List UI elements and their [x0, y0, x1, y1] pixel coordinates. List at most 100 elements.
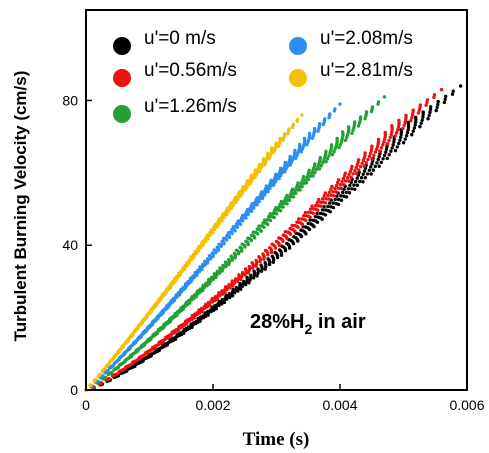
data-point [385, 144, 389, 149]
data-point [375, 144, 380, 148]
data-point [299, 234, 304, 239]
data-point [239, 287, 243, 291]
data-point [451, 89, 455, 93]
data-point [357, 168, 361, 172]
data-point [225, 287, 229, 292]
data-point [131, 332, 135, 337]
data-point [277, 176, 281, 180]
data-point [290, 223, 294, 228]
data-point [313, 171, 317, 175]
data-point [345, 176, 350, 180]
legend-marker [113, 37, 131, 55]
data-point [434, 108, 438, 113]
data-point [196, 249, 201, 253]
data-point [235, 279, 240, 283]
data-point [275, 212, 279, 216]
x-axis-ticks: 0 0.002 0.004 0.006 [82, 384, 485, 413]
data-point [243, 188, 248, 192]
data-point [220, 302, 224, 306]
data-point [409, 119, 413, 123]
data-point [378, 149, 382, 153]
data-point [117, 357, 121, 362]
data-point [278, 209, 283, 213]
data-point [362, 156, 366, 160]
data-point [363, 176, 368, 180]
data-point [262, 193, 267, 197]
data-point [268, 186, 272, 191]
data-point [329, 193, 333, 197]
data-point [128, 346, 132, 350]
data-point [243, 273, 247, 277]
data-point [172, 298, 176, 303]
data-point [315, 211, 319, 216]
data-point [419, 121, 423, 126]
data-point [352, 183, 356, 187]
data-point [272, 215, 276, 220]
data-point [168, 285, 173, 289]
data-point [273, 246, 278, 250]
plot-marks [84, 84, 463, 392]
data-point [369, 172, 373, 176]
data-point [134, 340, 138, 345]
data-point [362, 169, 367, 173]
data-point [353, 187, 357, 191]
data-point [348, 169, 353, 174]
data-point [253, 236, 257, 240]
data-point [253, 175, 257, 180]
data-point [354, 179, 358, 184]
data-point [316, 129, 320, 133]
x-tick-label: 0 [82, 397, 90, 413]
data-point [344, 195, 349, 199]
data-point [277, 243, 281, 248]
data-point [178, 273, 182, 277]
data-point [392, 140, 396, 144]
data-point [365, 172, 370, 176]
data-point [295, 119, 299, 123]
data-point [402, 123, 406, 128]
data-point [287, 246, 292, 250]
data-point [395, 145, 399, 149]
data-point [382, 153, 387, 158]
series-4 [84, 113, 304, 392]
data-point [373, 150, 378, 154]
data-point [217, 221, 222, 226]
data-point [306, 210, 311, 214]
data-point [98, 372, 102, 377]
data-point [216, 248, 221, 252]
data-point [403, 120, 407, 125]
data-point [110, 370, 114, 374]
data-point [442, 100, 447, 105]
data-point [251, 276, 256, 280]
data-point [208, 303, 212, 308]
data-point [313, 215, 318, 219]
x-tick-label: 0.004 [322, 397, 357, 413]
data-point [154, 303, 159, 307]
data-point [236, 197, 240, 201]
data-point [399, 135, 403, 139]
data-point [358, 179, 362, 184]
data-point [173, 279, 177, 283]
data-point [168, 319, 172, 324]
data-point [296, 239, 300, 243]
data-point [414, 117, 418, 122]
series-0 [84, 84, 463, 392]
data-point [256, 271, 260, 275]
data-point [155, 331, 160, 336]
data-point [378, 152, 382, 156]
data-point [231, 284, 235, 288]
data-point [198, 319, 202, 323]
data-point [406, 125, 411, 129]
data-point [213, 227, 217, 232]
data-point [249, 238, 253, 243]
data-point [266, 253, 270, 257]
data-point [342, 174, 347, 178]
data-point [389, 149, 393, 153]
data-point [207, 282, 211, 286]
data-point [116, 365, 121, 369]
data-point [255, 274, 259, 278]
data-point [404, 118, 408, 122]
data-point [336, 197, 341, 202]
data-point [200, 310, 204, 314]
data-point [322, 194, 326, 198]
data-point [343, 138, 348, 143]
